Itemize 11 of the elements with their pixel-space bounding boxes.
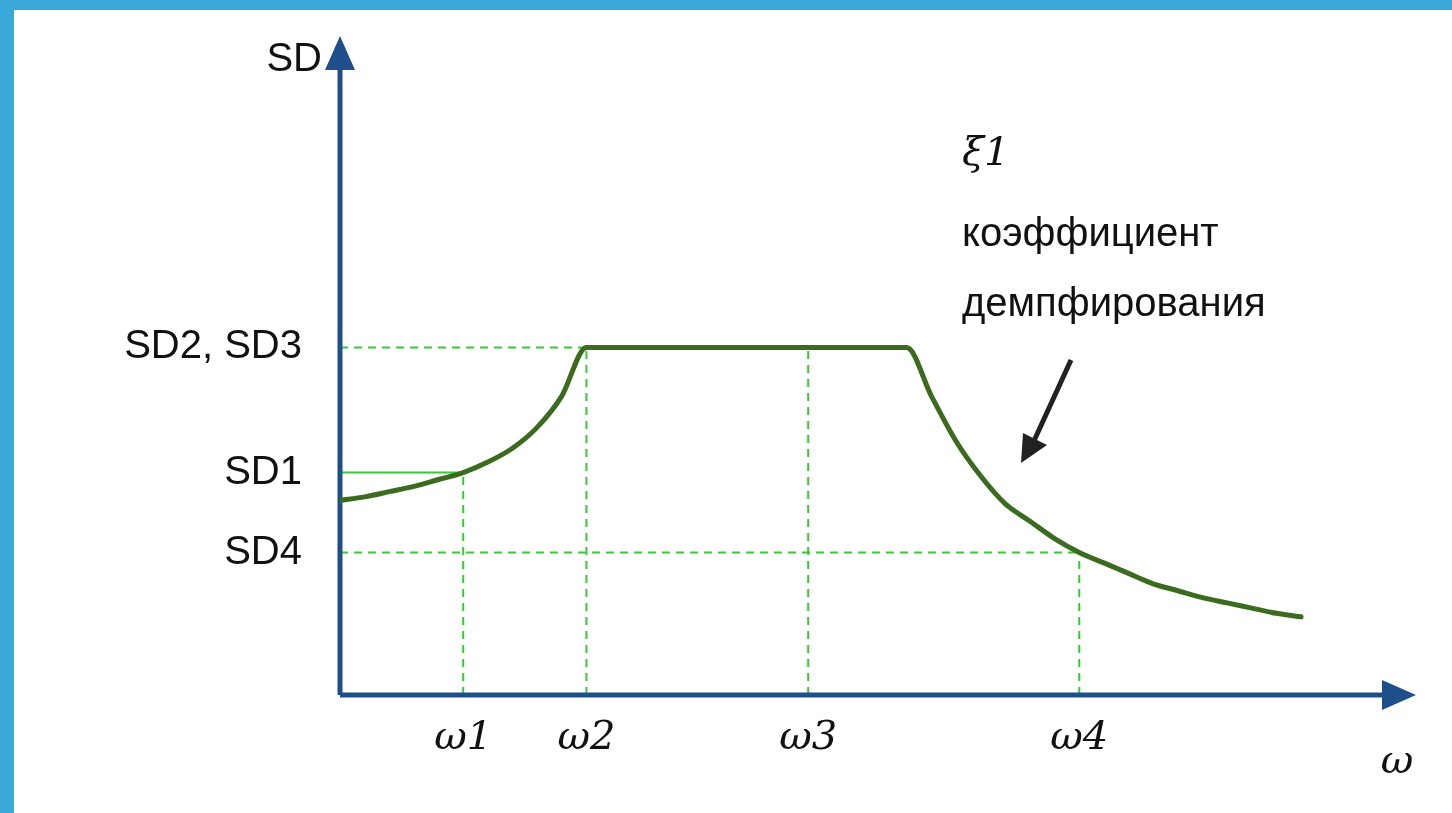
x-tick-label: ω4 (1050, 712, 1109, 759)
x-tick-label: ω3 (779, 712, 838, 759)
text: коэффициент демпфирования (962, 210, 1266, 325)
ref-line-label: SD1 (224, 447, 302, 492)
x-axis-title: ω (1380, 736, 1414, 783)
text: SD (266, 35, 322, 80)
ref-line-label: SD4 (224, 527, 302, 572)
text: ξ1 (962, 128, 1010, 175)
x-tick-label: ω1 (434, 712, 493, 759)
ref-line-label: SD2, SD3 (124, 322, 302, 367)
x-tick-label: ω2 (557, 712, 616, 759)
